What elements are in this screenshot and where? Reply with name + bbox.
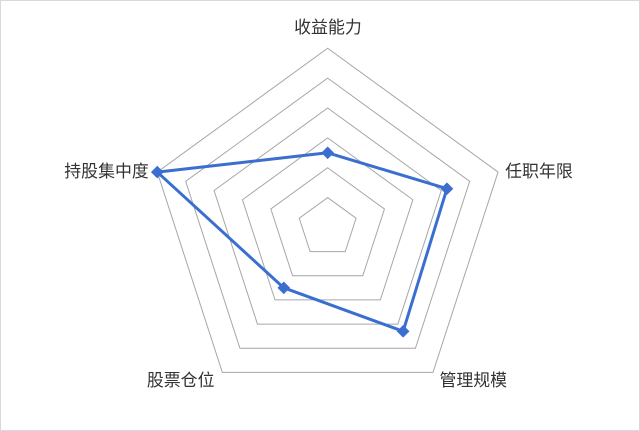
axis-label-0: 收益能力 [294,17,362,37]
axis-label-2: 管理规模 [439,370,507,390]
axis-label-4: 持股集中度 [64,161,149,181]
series-line [155,151,449,333]
axis-labels: 收益能力 任职年限 管理规模 股票仓位 持股集中度 [64,17,573,390]
grid-ring-3 [241,137,414,301]
radar-grid [156,47,499,373]
data-point-1 [440,182,454,196]
grid-ring-5 [185,77,471,349]
axis-label-1: 任职年限 [505,161,573,181]
data-point-3 [277,281,291,295]
axis-label-3: 股票仓位 [147,370,215,390]
data-point-4 [150,165,164,179]
grid-ring-4 [213,107,442,325]
grid-ring-2 [270,167,386,277]
grid-ring-1 [298,196,357,253]
data-point-0 [321,146,334,160]
data-point-2 [396,324,410,338]
grid-ring-6 [156,47,499,373]
radar-series [150,146,454,338]
